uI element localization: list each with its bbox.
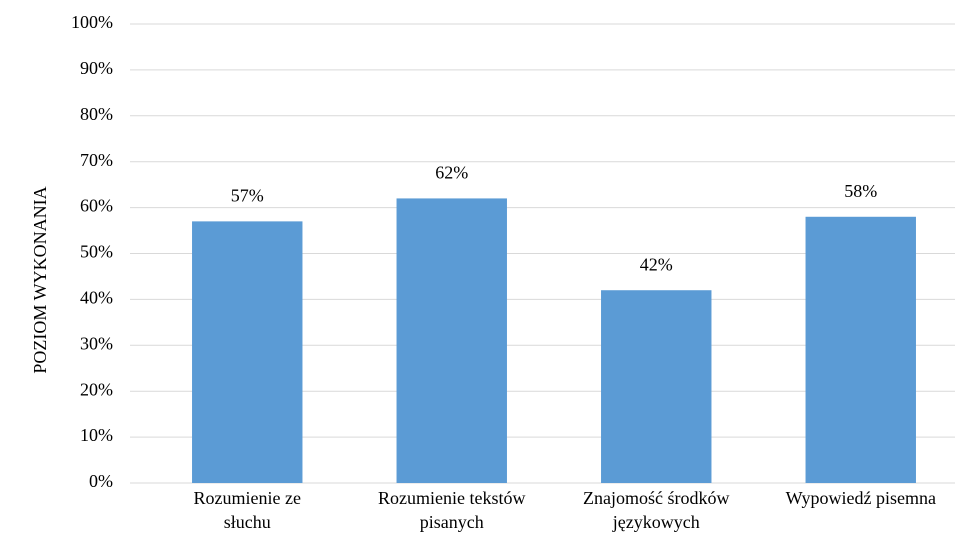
data-label: 62% [435,163,468,183]
y-tick-label: 0% [89,471,113,491]
x-tick-label: Rozumienie ze [194,488,301,508]
bar [601,290,712,483]
x-tick-label: Wypowiedź pisemna [786,488,936,508]
y-tick-label: 50% [80,242,113,262]
y-tick-label: 30% [80,333,113,353]
y-tick-label: 10% [80,425,113,445]
y-tick-label: 80% [80,104,113,124]
x-tick-label: Rozumienie tekstów [378,488,525,508]
x-tick-label: słuchu [224,512,271,532]
x-tick-label: językowych [612,512,700,532]
y-tick-label: 90% [80,58,113,78]
data-label: 57% [231,185,264,205]
y-tick-label: 100% [71,12,113,32]
data-label: 42% [640,254,673,274]
y-axis-label: POZIOM WYKONANIA [30,186,50,373]
y-tick-label: 40% [80,288,113,308]
bar [805,216,916,483]
x-tick-label: Znajomość środków [583,488,729,508]
bar [396,198,507,484]
y-tick-label: 60% [80,196,113,216]
x-tick-label: pisanych [420,512,484,532]
y-tick-label: 20% [80,379,113,399]
data-label: 58% [844,181,877,201]
y-tick-label: 70% [80,150,113,170]
bar [192,221,303,483]
